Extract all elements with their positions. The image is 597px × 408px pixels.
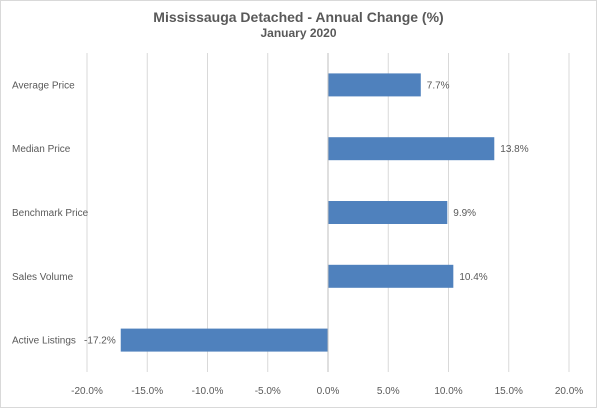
bar <box>328 201 448 224</box>
data-label: 13.8% <box>500 144 528 155</box>
x-tick-label: 5.0% <box>377 386 400 397</box>
chart-title: Mississauga Detached - Annual Change (%) <box>153 9 444 25</box>
data-label: 10.4% <box>459 272 487 283</box>
x-tick-label: 20.0% <box>555 386 583 397</box>
x-tick-label: 10.0% <box>434 386 462 397</box>
bar <box>328 73 421 97</box>
data-label: -17.2% <box>84 336 116 347</box>
category-label: Average Price <box>12 80 75 91</box>
chart-subtitle: January 2020 <box>260 26 337 40</box>
data-label: 9.9% <box>453 208 476 219</box>
bar <box>120 328 329 352</box>
category-label: Active Listings <box>12 336 76 347</box>
data-label: 7.7% <box>427 80 450 91</box>
x-tick-label: 0.0% <box>317 386 340 397</box>
bar <box>328 137 495 161</box>
category-label: Benchmark Price <box>12 208 89 219</box>
bar <box>328 264 454 288</box>
category-label: Sales Volume <box>12 272 74 283</box>
x-tick-label: -15.0% <box>131 386 163 397</box>
x-tick-label: 15.0% <box>495 386 523 397</box>
category-label: Median Price <box>12 144 71 155</box>
x-tick-label: -20.0% <box>71 386 103 397</box>
x-tick-label: -5.0% <box>255 386 281 397</box>
x-tick-label: -10.0% <box>192 386 224 397</box>
